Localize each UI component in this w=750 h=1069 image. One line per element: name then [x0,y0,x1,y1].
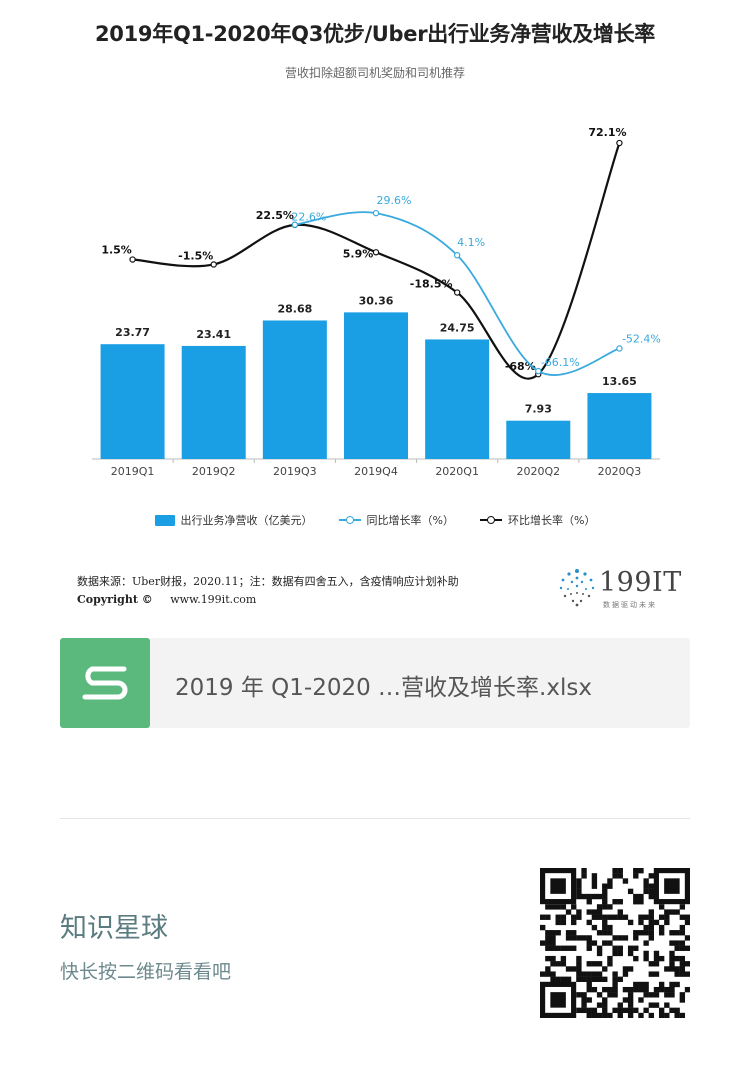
yoy-label-2020Q1: 4.1% [457,236,485,249]
logo-dots-icon [559,569,595,607]
legend-label-revenue: 出行业务净营收（亿美元） [180,514,313,527]
bar-label-2020Q3: 13.65 [602,375,637,388]
tick-label-2020Q3: 2020Q3 [598,465,642,478]
bar-2019Q4 [344,312,408,459]
qoq-label-2019Q2: -1.5% [178,249,213,262]
tick-label-2019Q2: 2019Q2 [192,465,236,478]
file-name: 2019 年 Q1-2020 …营收及增长率.xlsx [175,675,592,701]
legend-label-qoq: 环比增长率（%） [508,514,596,527]
chart: 2019年Q1-2020年Q3优步/Uber出行业务净营收及增长率 营收扣除超额… [0,22,750,610]
bar-label-2019Q2: 23.41 [196,328,231,341]
logo-tagline: 数据驱动未来 [603,601,657,609]
yoy-point-2019Q3 [291,221,299,228]
legend-item-yoy: 同比增长率（%） [338,512,454,528]
qoq-point-2020Q1 [453,289,461,296]
copyright-label: Copyright © [77,593,153,606]
tick-label-2019Q4: 2019Q4 [354,465,398,478]
chart-subtitle: 营收扣除超额司机奖励和司机推荐 [284,66,465,80]
logo-text: 199IT [599,567,682,598]
qoq-point-2019Q2 [210,261,217,268]
qoq-label-2019Q3: 22.5% [256,209,294,222]
bar-2020Q1 [425,339,490,459]
qoq-line [132,142,621,380]
bar-2019Q2 [181,345,246,459]
bar-label-2020Q1: 24.75 [440,321,475,334]
chart-legend: 出行业务净营收（亿美元） 同比增长率（%） 环比增长率（%） [0,512,750,528]
yoy-label-2019Q3: 22.6% [291,211,326,224]
tick-label-2019Q3: 2019Q3 [273,465,317,478]
data-source-note: 数据来源：Uber财报，2020.11；注：数据有四舍五入，含疫情响应计划补助 [77,575,459,588]
tick-label-2020Q1: 2020Q1 [435,465,479,478]
qoq-label-2019Q4: 5.9% [343,247,374,260]
qoq-point-2019Q1 [129,256,136,263]
spreadsheet-s-icon [60,638,150,728]
bar-2020Q2 [506,420,571,459]
website-link[interactable]: www.199it.com [170,593,257,606]
bar-label-2019Q4: 30.36 [359,294,394,307]
yoy-point-2020Q2 [535,367,542,375]
legend-item-qoq: 环比增长率（%） [480,512,595,528]
section-divider [60,818,690,819]
file-attachment-card[interactable]: 2019 年 Q1-2020 …营收及增长率.xlsx [60,638,690,728]
chart-plot: 23.77 2019Q1 23.41 2019Q2 28.68 2019Q3 30.36 20… [92,126,661,478]
qoq-point-2020Q3 [616,139,623,147]
yoy-label-2020Q2: -66.1% [541,356,580,369]
brand-logo: 199IT 数据驱动未来 [555,565,685,610]
legend-item-revenue: 出行业务净营收（亿美元） [154,512,313,528]
bar-2019Q3 [262,320,327,459]
qoq-label-2020Q3: 72.1% [588,126,626,139]
yoy-label-2020Q3: -52.4% [622,332,661,345]
legend-label-yoy: 同比增长率（%） [366,514,454,527]
tick-label-2020Q2: 2020Q2 [516,465,560,478]
yoy-line [294,211,620,376]
bar-label-2020Q2: 7.93 [525,403,552,416]
legend-bar-swatch [154,514,175,526]
promo-subtitle: 快长按二维码看看吧 [60,961,232,983]
chart-title: 2019年Q1-2020年Q3优步/Uber出行业务净营收及增长率 [95,22,655,46]
bar-2020Q3 [587,393,652,459]
qoq-label-2020Q1: -18.5% [410,278,453,291]
qr-code-icon[interactable] [540,868,690,1018]
bar-2019Q1 [100,344,165,459]
qoq-label-2019Q1: 1.5% [101,244,132,257]
legend-line-swatch-yoy [338,515,361,525]
yoy-label-2019Q4: 29.6% [377,194,412,207]
yoy-point-2020Q3 [616,345,623,352]
yoy-point-2019Q4 [372,209,380,217]
yoy-point-2020Q1 [453,252,461,259]
copyright-line: Copyright © www.199it.com [77,593,256,606]
tick-label-2019Q1: 2019Q1 [111,465,155,478]
qoq-point-2019Q4 [372,249,380,256]
promo-title: 知识星球 [60,913,168,944]
bar-label-2019Q3: 28.68 [277,302,312,315]
legend-line-swatch-qoq [480,515,502,525]
bar-label-2019Q1: 23.77 [115,326,150,339]
